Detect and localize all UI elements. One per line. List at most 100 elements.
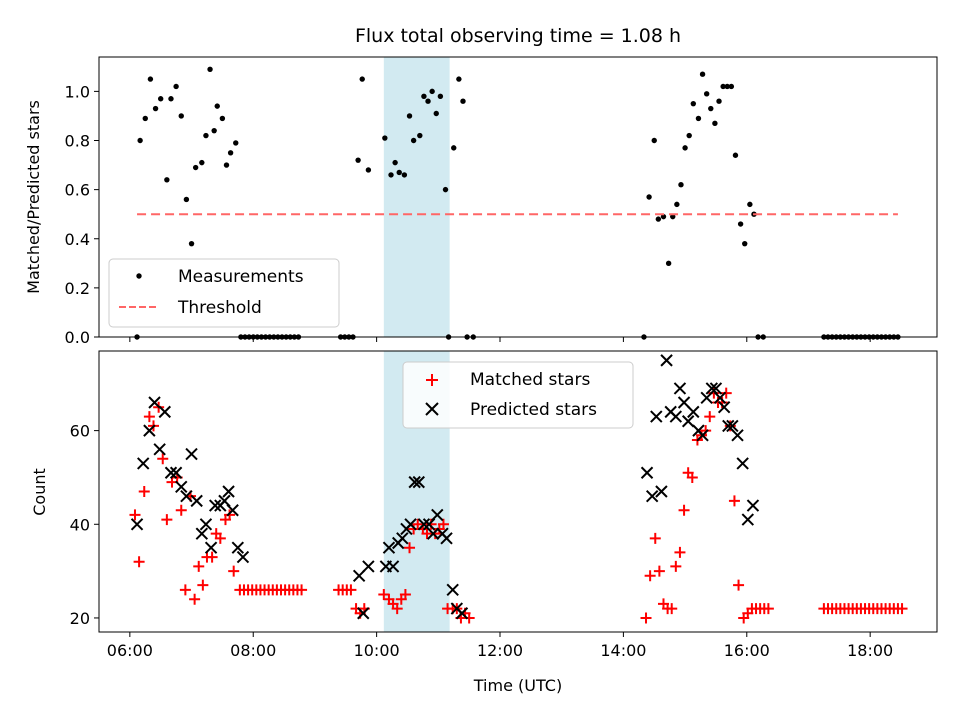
- bottom-legend: Matched stars Predicted stars: [402, 361, 634, 429]
- matched-star-point: [224, 509, 236, 521]
- measurement-point: [183, 196, 190, 203]
- legend-label-threshold: Threshold: [177, 298, 262, 318]
- predicted-star-point: [709, 382, 723, 395]
- measurement-point: [724, 83, 730, 90]
- bottom-y-tick-label: 20: [70, 609, 90, 628]
- top-legend-box: [108, 258, 340, 328]
- matched-star-point: [678, 504, 690, 516]
- predicted-star-point: [650, 410, 663, 423]
- top-axes-frame: [98, 56, 938, 338]
- predicted-star-point: [645, 489, 659, 503]
- predicted-star-point: [386, 560, 400, 573]
- measurement-point: [147, 76, 154, 82]
- matched-star-point: [762, 603, 774, 615]
- matched-star-point: [133, 556, 145, 568]
- bottom-axes-frame: [98, 350, 938, 633]
- predicted-star-point: [130, 518, 144, 531]
- bottom-plot-marks: [129, 354, 908, 624]
- measurement-point: [164, 177, 170, 183]
- measurement-point: [203, 132, 209, 139]
- measurement-point: [720, 83, 726, 90]
- predicted-star-point: [736, 457, 749, 470]
- measurement-point: [456, 76, 462, 82]
- top-highlight-span: [383, 57, 450, 337]
- predicted-star-point: [208, 499, 222, 512]
- predicted-star-point: [673, 382, 687, 395]
- measurement-point: [742, 240, 748, 247]
- measurement-point: [142, 115, 148, 122]
- bottom-y-axis-label: Count: [30, 468, 49, 516]
- measurement-point: [199, 159, 205, 166]
- measurement-point: [651, 137, 657, 144]
- measurement-point: [703, 91, 710, 97]
- predicted-star-point: [164, 466, 178, 479]
- bottom-legend-box: [402, 361, 634, 429]
- top-y-tick-label: 0.2: [65, 279, 90, 298]
- matched-star-point: [412, 518, 424, 530]
- measurement-point: [152, 105, 159, 112]
- predicted-star-point: [669, 410, 683, 423]
- matched-star-point: [700, 425, 712, 437]
- predicted-star-point: [687, 405, 700, 419]
- measurement-point: [359, 76, 365, 82]
- predicted-star-point: [137, 457, 150, 470]
- measurement-point: [670, 213, 676, 220]
- matched-star-point: [425, 518, 437, 530]
- matched-star-point: [345, 584, 357, 596]
- matched-star-point: [733, 579, 745, 591]
- measurement-point: [712, 120, 718, 127]
- predicted-star-point: [408, 475, 421, 489]
- x-tick-label: 18:00: [847, 641, 893, 660]
- predicted-star-point: [731, 429, 744, 442]
- predicted-star-point: [726, 419, 739, 433]
- measurement-point: [728, 83, 735, 90]
- predicted-star-point: [417, 518, 431, 531]
- predicted-star-point: [185, 447, 198, 461]
- predicted-star-point: [190, 494, 203, 508]
- measurement-point: [173, 83, 179, 90]
- predicted-star-point: [153, 443, 166, 456]
- predicted-star-point: [655, 485, 668, 498]
- predicted-star-point: [222, 485, 235, 498]
- measurement-point: [429, 88, 435, 95]
- matched-star-point: [728, 495, 740, 507]
- predicted-star-point: [175, 480, 188, 494]
- measurement-point: [695, 115, 702, 122]
- top-y-tick-label: 0.8: [65, 132, 90, 151]
- legend-label-matched-stars: Matched stars: [470, 370, 590, 390]
- measurement-point: [227, 150, 234, 156]
- measurement-point: [388, 172, 394, 178]
- matched-star-point: [704, 411, 716, 423]
- measurement-point: [678, 182, 684, 188]
- matched-star-point: [896, 603, 908, 615]
- predicted-star-point: [169, 466, 183, 479]
- predicted-star-point: [431, 508, 444, 522]
- matched-star-point: [437, 518, 449, 530]
- measurement-point: [192, 164, 199, 171]
- measurement-point: [686, 132, 692, 139]
- predicted-star-point: [741, 513, 755, 526]
- measurement-point: [421, 93, 427, 99]
- matched-star-point: [138, 486, 150, 497]
- top-y-ticks: 0.0 0.2 0.4 0.6 0.8 1.0: [65, 82, 99, 347]
- x-tick-label: 14:00: [600, 641, 646, 660]
- measurement-point: [401, 172, 408, 178]
- measurement-point: [396, 169, 402, 176]
- measurement-point: [207, 66, 213, 72]
- measurement-point: [425, 98, 431, 104]
- bottom-x-axis-label: Time (UTC): [473, 676, 562, 695]
- legend-marker-predicted-stars: [425, 402, 439, 416]
- measurement-point: [223, 162, 230, 168]
- predicted-star-point: [143, 424, 156, 437]
- measurement-point: [219, 115, 226, 122]
- predicted-star-point: [696, 429, 709, 442]
- x-tick-label: 06:00: [107, 641, 153, 660]
- measurement-point: [355, 157, 361, 163]
- predicted-star-point: [717, 400, 731, 414]
- predicted-star-point: [404, 518, 417, 531]
- measurement-point: [451, 145, 457, 151]
- matched-star-point: [391, 603, 403, 615]
- bottom-y-tick-label: 60: [70, 422, 90, 441]
- matched-star-point: [296, 584, 308, 596]
